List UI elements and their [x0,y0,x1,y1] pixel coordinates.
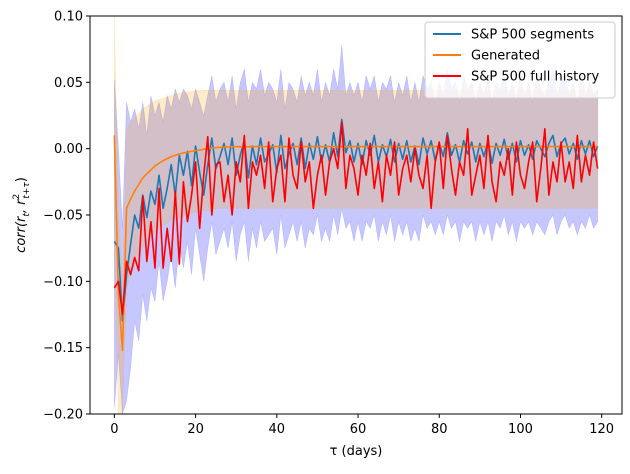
y-label-end: ) [14,177,29,182]
x-axis-label: τ (days) [330,444,383,459]
x-tick-label: 100 [508,422,533,437]
legend: S&P 500 segments Generated S&P 500 full … [424,21,616,99]
y-tick-label: −0.15 [43,341,83,356]
x-tick-label: 40 [269,422,286,437]
y-label-mid: , r [14,198,29,213]
x-tick-label: 120 [589,422,614,437]
band-1 [114,16,598,414]
y-label-base: corr(r [14,215,29,253]
y-axis-label: corr(rt, r2t+τ) [12,177,32,253]
y-label-sub2: t+τ [22,182,32,199]
x-tick-label: 0 [110,422,118,437]
y-tick-label: −0.05 [43,209,83,224]
y-tick-label: 0.10 [54,10,83,25]
x-tick-label: 60 [350,422,367,437]
confidence-bands [114,16,598,414]
band-0 [114,45,598,414]
x-tick-label: 20 [187,422,204,437]
series-line-segments [113,118,599,322]
series-line-full-history [113,121,599,316]
x-axis-ticks: 0 20 40 60 80 100 120 [110,414,614,437]
y-tick-label: 0.05 [54,76,83,91]
legend-box [424,21,616,99]
x-tick-label: 80 [431,422,448,437]
y-axis-ticks: −0.20 −0.15 −0.10 −0.05 0.00 0.05 0.10 [43,10,90,423]
legend-label-full-history: S&P 500 full history [471,70,599,85]
y-tick-label: −0.20 [43,408,83,423]
y-tick-label: −0.10 [43,275,83,290]
y-label-sub1: t [22,213,32,217]
y-label-sup: 2 [12,194,22,200]
legend-label-generated: Generated [471,49,540,64]
legend-label-segments: S&P 500 segments [471,28,594,43]
series-lines [113,118,599,352]
y-tick-label: 0.00 [54,142,83,157]
